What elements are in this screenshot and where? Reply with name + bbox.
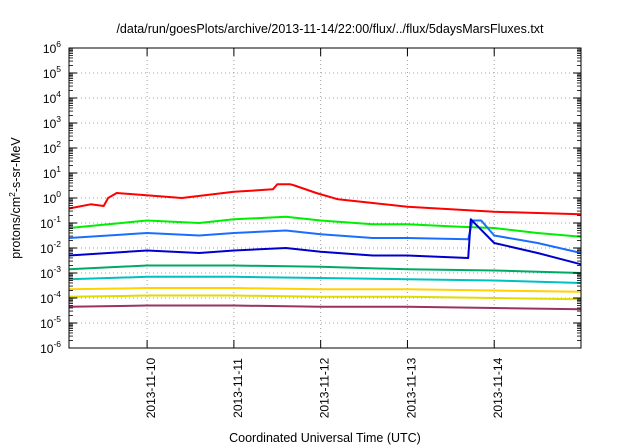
- y-tick-label: 105: [43, 64, 61, 81]
- x-tick-label: 2013-11-12: [318, 357, 332, 418]
- y-tick-label: 10-4: [40, 289, 61, 306]
- series-line-7: [68, 287, 582, 293]
- y-tick-label: 10-6: [40, 339, 61, 356]
- x-tick-label: 2013-11-10: [144, 357, 158, 418]
- y-tick-label: 103: [43, 114, 61, 131]
- y-tick-label: 10-2: [40, 239, 61, 256]
- plot-frame: [68, 47, 582, 349]
- y-tick-label: 10-3: [40, 264, 61, 281]
- tick-layer: [69, 47, 581, 349]
- series-line-1: [68, 183, 582, 216]
- y-tick-label: 101: [43, 164, 61, 181]
- y-axis-label: protons/cm2-s-sr-MeV: [7, 137, 23, 259]
- series-line-5: [68, 264, 582, 274]
- x-tick-label: 2013-11-11: [231, 358, 245, 418]
- y-tick-label: 106: [43, 39, 61, 56]
- x-tick-labels: 2013-11-10 2013-11-11 2013-11-12 2013-11-13…: [144, 357, 505, 418]
- y-tick-label: 10-5: [40, 314, 61, 331]
- y-axis-label-sup: 2: [7, 192, 17, 197]
- x-axis-label: Coordinated Universal Time (UTC): [229, 431, 421, 445]
- y-axis-label-rest: -s-sr-MeV: [9, 137, 23, 193]
- series-line-6: [68, 275, 582, 284]
- series-line-8: [68, 294, 582, 301]
- series-line-4: [68, 218, 582, 266]
- chart-title: /data/run/goesPlots/archive/2013-11-14/2…: [116, 22, 544, 36]
- y-tick-label: 102: [43, 139, 61, 156]
- y-axis-label-base: protons/cm: [9, 197, 23, 259]
- series-line-3: [68, 219, 582, 254]
- series-line-9: [68, 304, 582, 311]
- series-layer: [68, 183, 582, 311]
- y-tick-labels: 10-6 10-5 10-4 10-3 10-2 10-1 100 101 102 103 104 1…: [40, 39, 61, 356]
- y-tick-label: 104: [43, 89, 61, 106]
- x-tick-label: 2013-11-13: [404, 357, 418, 418]
- y-tick-label: 10-1: [40, 214, 61, 231]
- grid: [69, 48, 581, 348]
- y-tick-label: 100: [43, 189, 61, 206]
- x-tick-label: 2013-11-14: [491, 357, 505, 418]
- series-line-2: [68, 215, 582, 238]
